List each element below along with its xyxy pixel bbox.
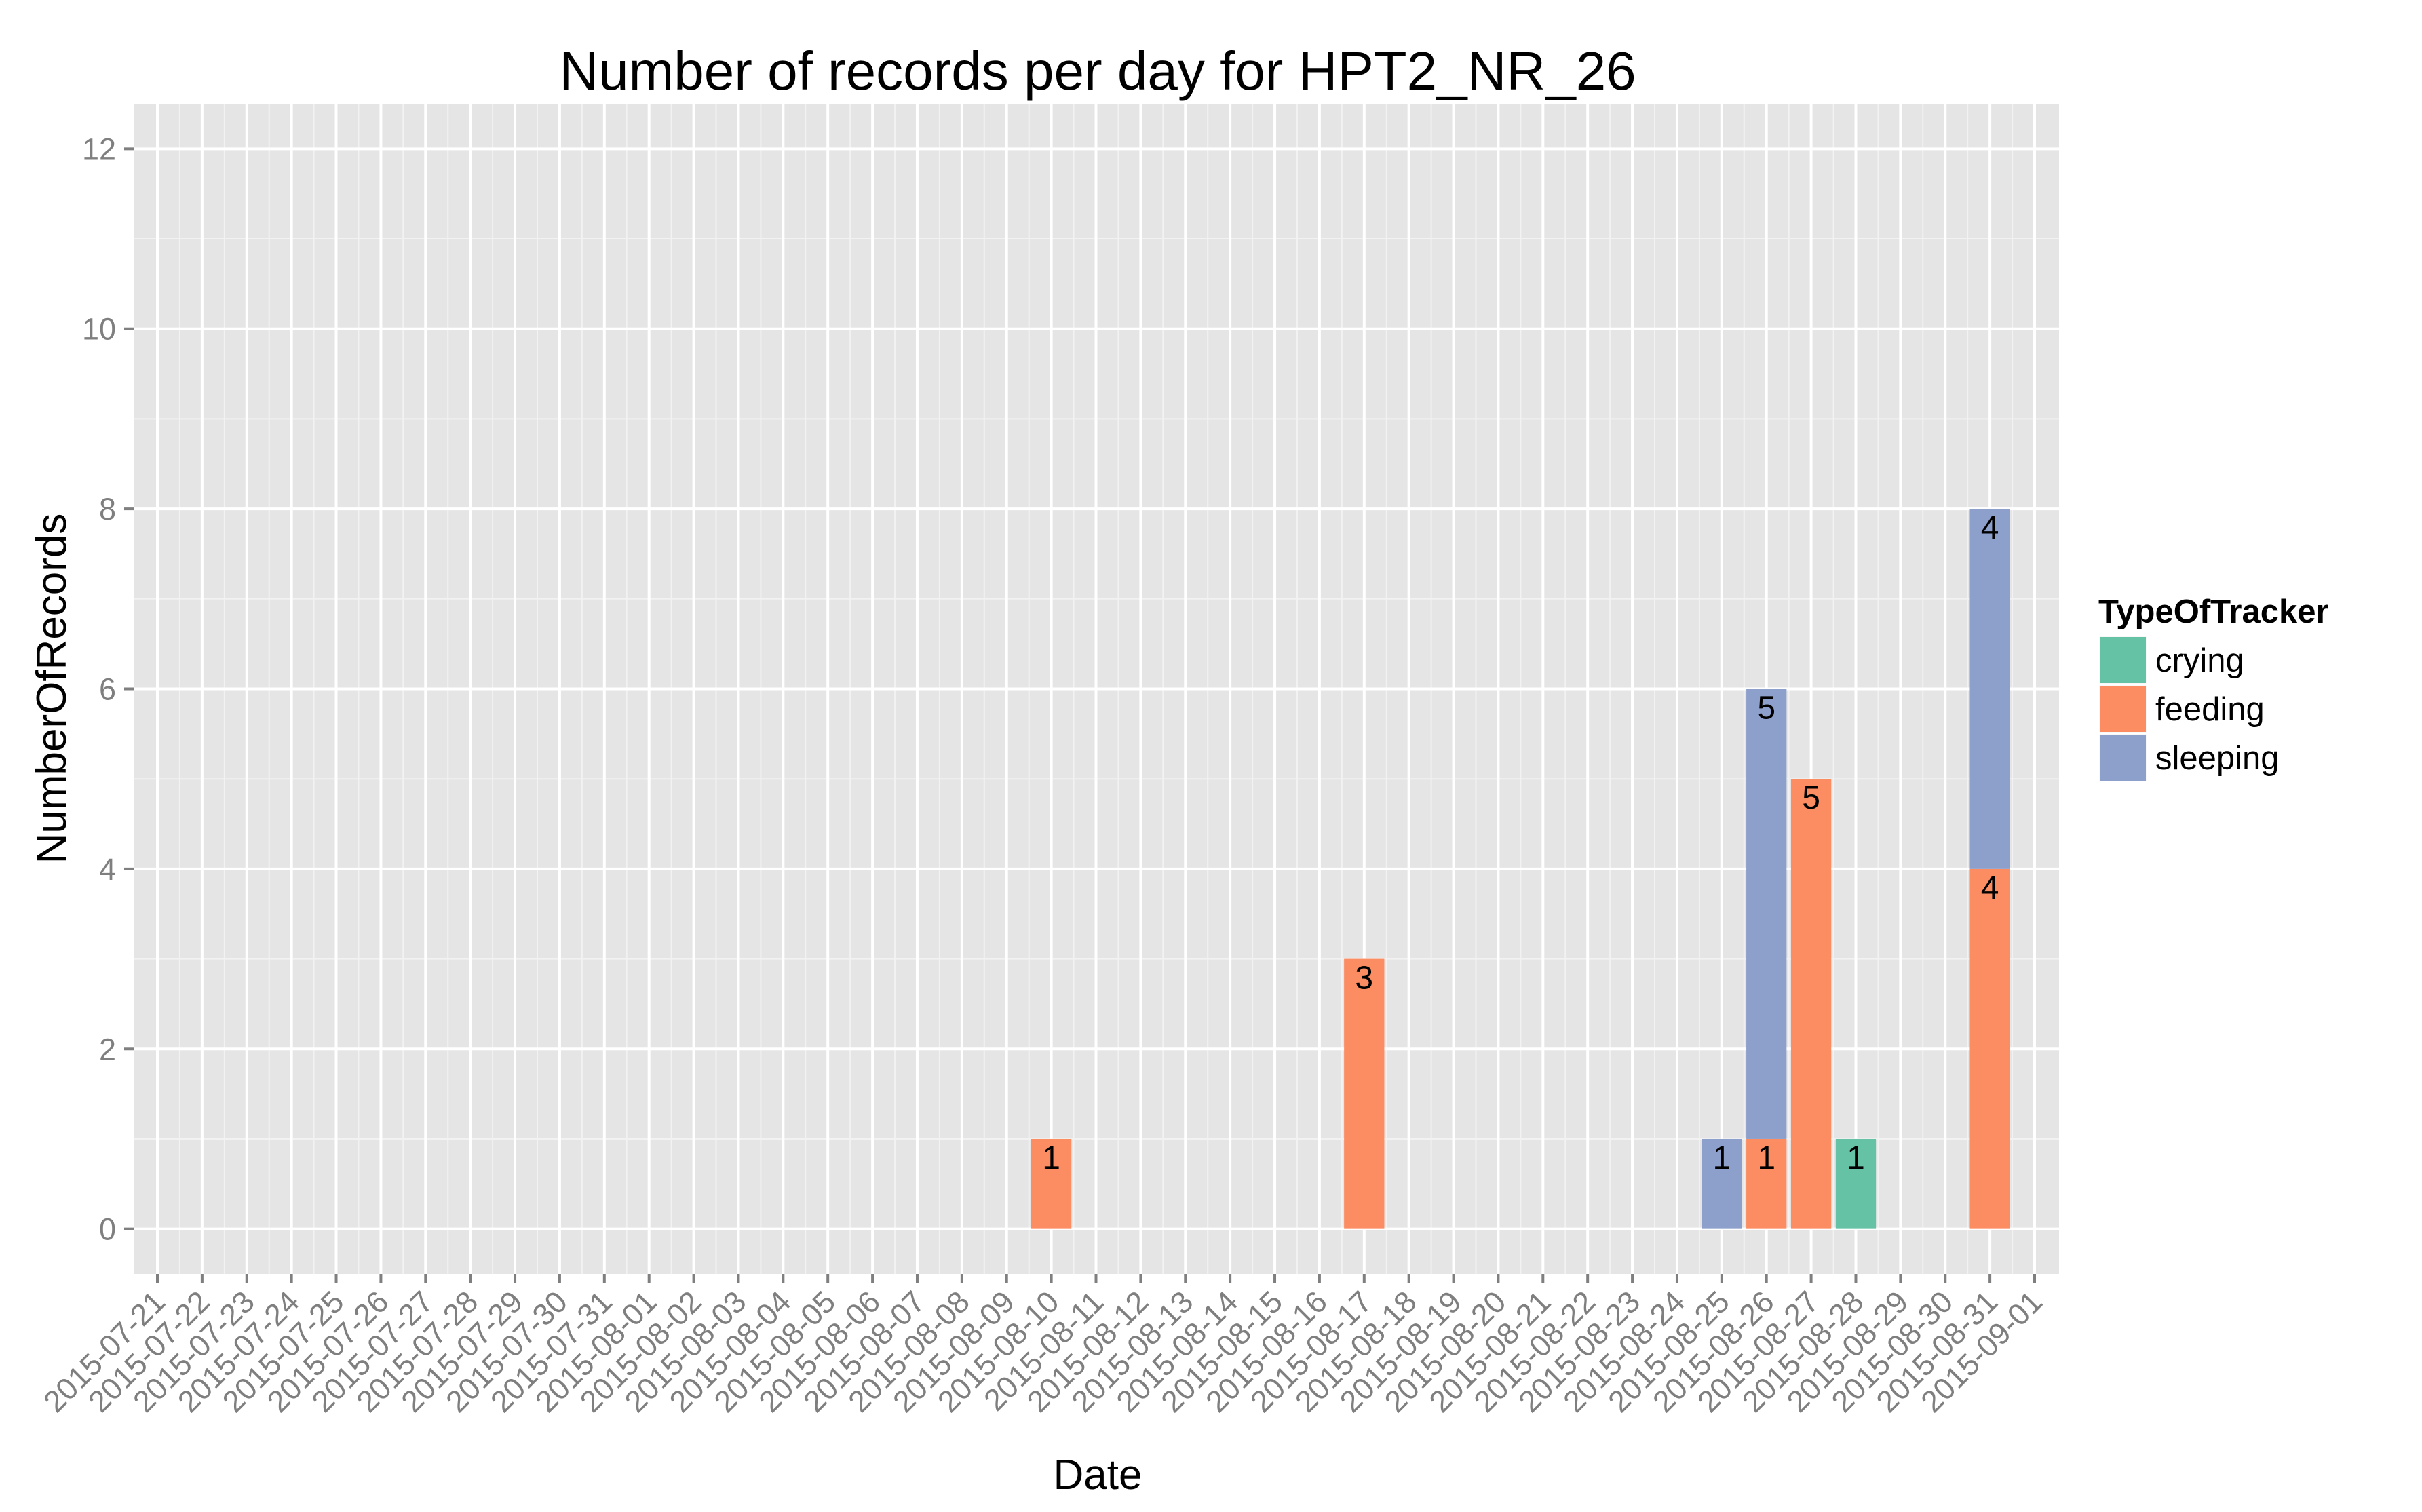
legend-swatch-feeding: [2100, 686, 2146, 732]
legend-label-crying: crying: [2155, 642, 2244, 679]
bar-feeding-2015-08-27: [1790, 779, 1832, 1229]
bar-label-feeding-2015-08-27: 5: [1802, 780, 1820, 816]
bar-label-crying-2015-08-28: 1: [1847, 1140, 1865, 1176]
bar-sleeping-2015-08-31: [1969, 509, 2010, 869]
legend-items: crying feeding sleeping: [2097, 634, 2280, 783]
legend: TypeOfTracker crying feeding sleeping: [2097, 594, 2329, 783]
bar-sleeping-2015-08-26: [1746, 689, 1787, 1139]
legend-swatch-crying: [2100, 637, 2146, 683]
y-tick-label: 12: [82, 132, 116, 166]
y-tick-label: 8: [99, 492, 116, 526]
y-axis: 0 2 4 6 8 10 12: [82, 132, 134, 1247]
y-axis-title: NumberOfRecords: [28, 513, 75, 864]
bar-feeding-2015-08-10: [1031, 1138, 1072, 1229]
bar-feeding-2015-08-26: [1746, 1138, 1787, 1229]
bar-label-sleeping-2015-08-26: 5: [1757, 691, 1775, 726]
legend-label-feeding: feeding: [2155, 691, 2265, 728]
bar-feeding-2015-08-31: [1969, 868, 2010, 1229]
bar-label-feeding-2015-08-10: 1: [1042, 1140, 1060, 1176]
bar-sleeping-2015-08-25: [1702, 1138, 1742, 1229]
y-tick-label: 4: [99, 852, 116, 887]
y-tick-label: 6: [99, 672, 116, 707]
bars: [1031, 509, 2010, 1229]
bar-label-feeding-2015-08-31: 4: [1981, 870, 1999, 906]
legend-label-sleeping: sleeping: [2155, 740, 2280, 777]
x-axis-title: Date: [1054, 1452, 1142, 1498]
legend-swatch-sleeping: [2100, 735, 2146, 781]
y-tick-label: 10: [82, 312, 116, 347]
y-tick-label: 2: [99, 1032, 116, 1066]
x-axis: 2015-07-212015-07-222015-07-232015-07-24…: [37, 1274, 2049, 1419]
bar-label-feeding-2015-08-17: 3: [1355, 961, 1373, 996]
chart-title: Number of records per day for HPT2_NR_26: [559, 41, 1636, 101]
bar-label-sleeping-2015-08-25: 1: [1712, 1140, 1731, 1176]
bar-label-sleeping-2015-08-31: 4: [1981, 510, 1999, 546]
y-tick-label: 0: [99, 1212, 116, 1247]
bar-feeding-2015-08-17: [1344, 958, 1385, 1229]
bar-label-feeding-2015-08-26: 1: [1757, 1140, 1775, 1176]
legend-title: TypeOfTracker: [2098, 594, 2329, 630]
bar-crying-2015-08-28: [1835, 1138, 1877, 1229]
